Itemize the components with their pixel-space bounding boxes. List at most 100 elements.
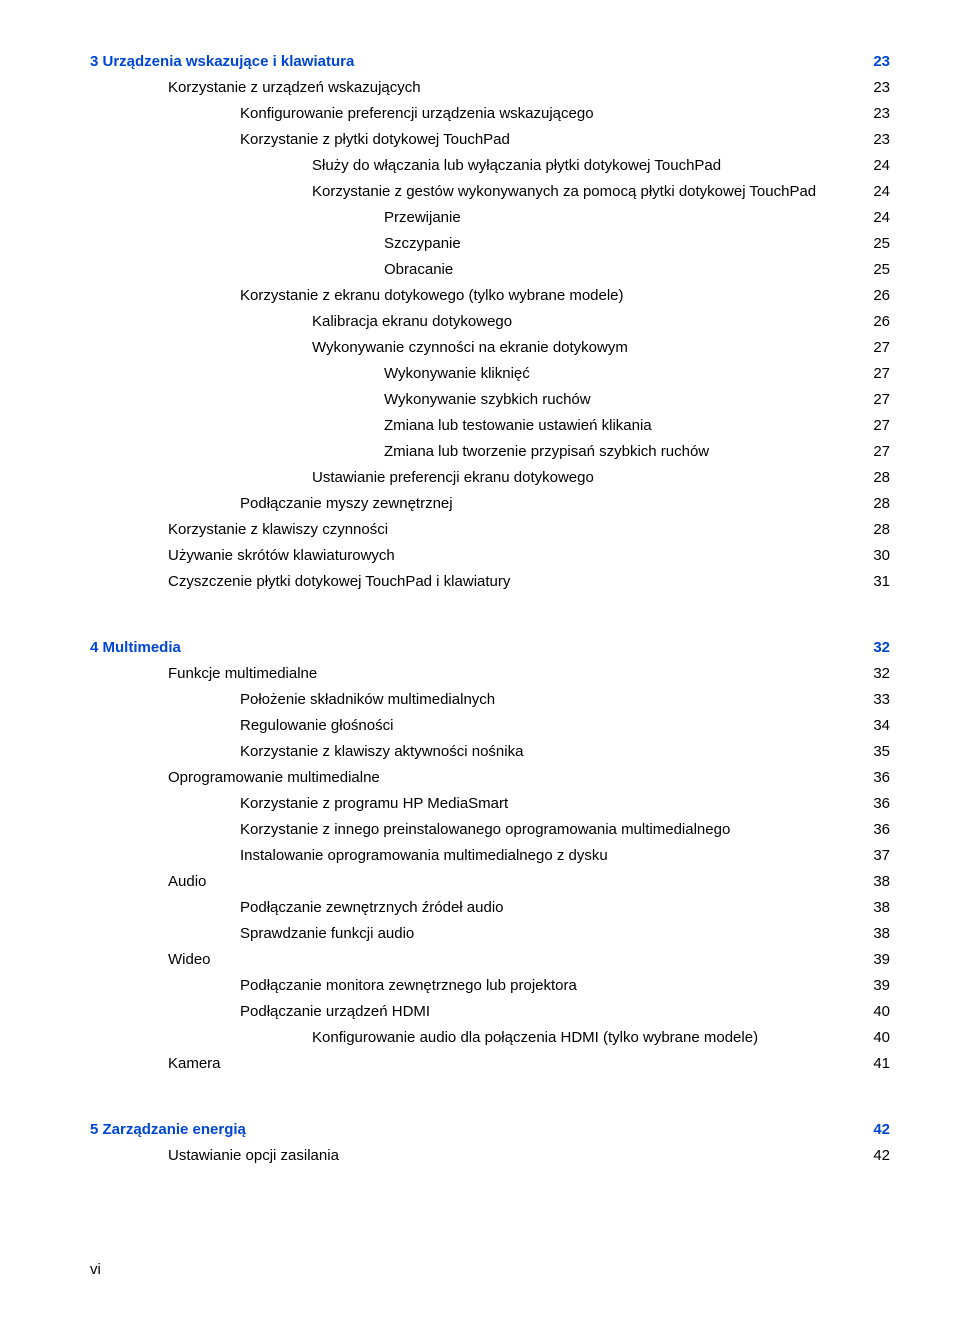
toc-entry-label: Służy do włączania lub wyłączania płytki… (312, 154, 721, 178)
toc-entry-label: Instalowanie oprogramowania multimedialn… (240, 844, 608, 868)
toc-entry-label: Ustawianie preferencji ekranu dotykowego (312, 466, 594, 490)
toc-chapter-page: 42 (873, 1118, 890, 1142)
toc-entry[interactable]: Podłączanie zewnętrznych źródeł audio 38 (90, 896, 890, 920)
toc-entry-page: 26 (873, 284, 890, 308)
toc-entry[interactable]: Wideo39 (90, 948, 890, 972)
toc-entry-page: 36 (873, 818, 890, 842)
toc-entry-page: 28 (873, 466, 890, 490)
toc-entry-page: 27 (873, 336, 890, 360)
toc-entry-page: 24 (873, 206, 890, 230)
toc-entry-label: Podłączanie urządzeń HDMI (240, 1000, 430, 1024)
toc-entry[interactable]: Audio38 (90, 870, 890, 894)
toc-entry[interactable]: Korzystanie z urządzeń wskazujących23 (90, 76, 890, 100)
toc-entry-label: Ustawianie opcji zasilania (168, 1144, 339, 1168)
toc-entry-label: Funkcje multimedialne (168, 662, 317, 686)
toc-entry-label: Konfigurowanie audio dla połączenia HDMI… (312, 1026, 758, 1050)
toc-entry-page: 33 (873, 688, 890, 712)
toc-entry[interactable]: Służy do włączania lub wyłączania płytki… (90, 154, 890, 178)
toc-entry[interactable]: Regulowanie głośności34 (90, 714, 890, 738)
toc-entry-label: Korzystanie z klawiszy czynności (168, 518, 388, 542)
toc-entry-label: Przewijanie (384, 206, 461, 230)
toc-entry-page: 38 (873, 922, 890, 946)
toc-entry[interactable]: Sprawdzanie funkcji audio 38 (90, 922, 890, 946)
toc-entry-page: 34 (873, 714, 890, 738)
toc-entry-page: 39 (873, 948, 890, 972)
toc-entry-label: Korzystanie z programu HP MediaSmart (240, 792, 508, 816)
toc-entry[interactable]: Konfigurowanie preferencji urządzenia ws… (90, 102, 890, 126)
toc-entry-label: Używanie skrótów klawiaturowych (168, 544, 395, 568)
toc-entry-page: 28 (873, 518, 890, 542)
toc-entry-page: 37 (873, 844, 890, 868)
toc-entry-page: 40 (873, 1026, 890, 1050)
toc-entry[interactable]: Korzystanie z klawiszy aktywności nośnik… (90, 740, 890, 764)
toc-entry-label: Kalibracja ekranu dotykowego (312, 310, 512, 334)
toc-entry-label: Zmiana lub tworzenie przypisań szybkich … (384, 440, 709, 464)
toc-entry[interactable]: Przewijanie 24 (90, 206, 890, 230)
toc-entry[interactable]: Wykonywanie szybkich ruchów27 (90, 388, 890, 412)
toc-entry-page: 27 (873, 388, 890, 412)
toc-entry-label: Korzystanie z innego preinstalowanego op… (240, 818, 730, 842)
toc-entry-label: Korzystanie z ekranu dotykowego (tylko w… (240, 284, 624, 308)
toc-entry[interactable]: Oprogramowanie multimedialne36 (90, 766, 890, 790)
toc-entry[interactable]: Podłączanie monitora zewnętrznego lub pr… (90, 974, 890, 998)
toc-entry-page: 23 (873, 102, 890, 126)
toc-chapter-page: 32 (873, 636, 890, 660)
toc-entry-label: Korzystanie z gestów wykonywanych za pom… (312, 180, 816, 204)
toc-entry-label: Audio (168, 870, 206, 894)
toc-entry[interactable]: Korzystanie z programu HP MediaSmart36 (90, 792, 890, 816)
toc-entry[interactable]: Korzystanie z gestów wykonywanych za pom… (90, 180, 890, 204)
toc-entry-label: Kamera (168, 1052, 221, 1076)
toc-entry-label: Korzystanie z klawiszy aktywności nośnik… (240, 740, 523, 764)
toc-entry-page: 38 (873, 896, 890, 920)
toc-chapter-page: 23 (873, 50, 890, 74)
toc-section: 4 Multimedia32Funkcje multimedialne32Poł… (90, 636, 890, 1076)
toc-entry[interactable]: Położenie składników multimedialnych33 (90, 688, 890, 712)
toc-entry-page: 31 (873, 570, 890, 594)
toc-entry[interactable]: Ustawianie preferencji ekranu dotykowego… (90, 466, 890, 490)
toc-entry[interactable]: Szczypanie25 (90, 232, 890, 256)
toc-entry-page: 39 (873, 974, 890, 998)
toc-entry-label: Sprawdzanie funkcji audio (240, 922, 414, 946)
toc-entry[interactable]: Korzystanie z ekranu dotykowego (tylko w… (90, 284, 890, 308)
page-footer: vi (90, 1258, 890, 1282)
toc-entry-page: 40 (873, 1000, 890, 1024)
toc-entry[interactable]: Korzystanie z płytki dotykowej TouchPad2… (90, 128, 890, 152)
toc-entry[interactable]: Czyszczenie płytki dotykowej TouchPad i … (90, 570, 890, 594)
toc-entry-label: Wykonywanie czynności na ekranie dotykow… (312, 336, 628, 360)
toc-entry-page: 32 (873, 662, 890, 686)
toc-entry[interactable]: Podłączanie myszy zewnętrznej28 (90, 492, 890, 516)
toc-entry-page: 24 (873, 180, 890, 204)
toc-entry[interactable]: Obracanie25 (90, 258, 890, 282)
toc-entry[interactable]: Kalibracja ekranu dotykowego26 (90, 310, 890, 334)
toc-entry[interactable]: Kamera41 (90, 1052, 890, 1076)
toc-entry[interactable]: Używanie skrótów klawiaturowych30 (90, 544, 890, 568)
toc-entry-label: Obracanie (384, 258, 453, 282)
toc-entry[interactable]: Konfigurowanie audio dla połączenia HDMI… (90, 1026, 890, 1050)
toc-chapter-label: 3 Urządzenia wskazujące i klawiatura (90, 50, 354, 74)
toc-entry[interactable]: Zmiana lub tworzenie przypisań szybkich … (90, 440, 890, 464)
toc-entry[interactable]: Zmiana lub testowanie ustawień klikania2… (90, 414, 890, 438)
toc-entry[interactable]: Funkcje multimedialne 32 (90, 662, 890, 686)
toc-entry-label: Podłączanie zewnętrznych źródeł audio (240, 896, 504, 920)
toc-entry-page: 27 (873, 440, 890, 464)
toc-entry[interactable]: Podłączanie urządzeń HDMI 40 (90, 1000, 890, 1024)
toc-entry[interactable]: Korzystanie z innego preinstalowanego op… (90, 818, 890, 842)
toc-entry[interactable]: Instalowanie oprogramowania multimedialn… (90, 844, 890, 868)
toc-chapter-label: 5 Zarządzanie energią (90, 1118, 246, 1142)
toc-entry-label: Podłączanie myszy zewnętrznej (240, 492, 453, 516)
toc-chapter-line[interactable]: 5 Zarządzanie energią 42 (90, 1118, 890, 1142)
toc-entry-label: Korzystanie z urządzeń wskazujących (168, 76, 421, 100)
toc-entry[interactable]: Wykonywanie czynności na ekranie dotykow… (90, 336, 890, 360)
toc-entry-label: Konfigurowanie preferencji urządzenia ws… (240, 102, 594, 126)
toc-chapter-line[interactable]: 4 Multimedia32 (90, 636, 890, 660)
toc-chapter-line[interactable]: 3 Urządzenia wskazujące i klawiatura 23 (90, 50, 890, 74)
toc-entry-label: Podłączanie monitora zewnętrznego lub pr… (240, 974, 577, 998)
toc-entry-page: 27 (873, 414, 890, 438)
toc-entry[interactable]: Ustawianie opcji zasilania42 (90, 1144, 890, 1168)
toc-entry[interactable]: Korzystanie z klawiszy czynności 28 (90, 518, 890, 542)
toc-entry-page: 36 (873, 766, 890, 790)
toc-section: 5 Zarządzanie energią42Ustawianie opcji … (90, 1118, 890, 1168)
toc-entry[interactable]: Wykonywanie kliknięć27 (90, 362, 890, 386)
table-of-contents: 3 Urządzenia wskazujące i klawiatura23Ko… (90, 50, 890, 1168)
toc-entry-page: 23 (873, 128, 890, 152)
